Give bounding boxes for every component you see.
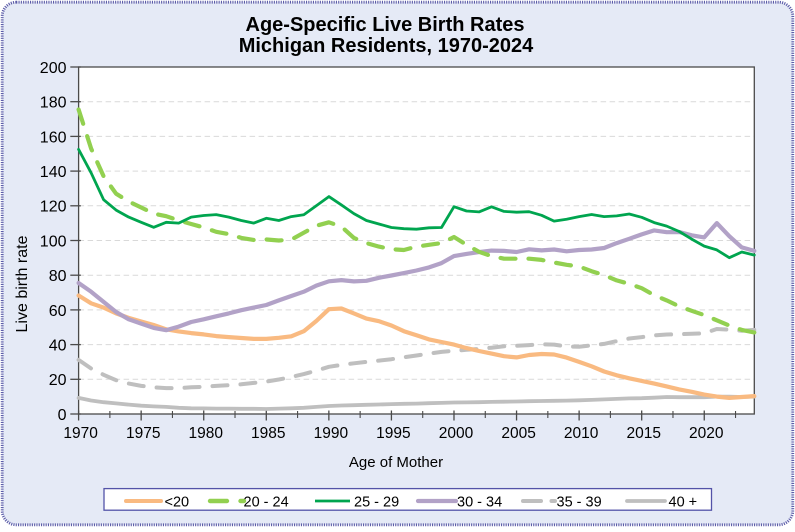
svg-text:2020: 2020 xyxy=(689,425,724,442)
svg-text:120: 120 xyxy=(40,199,67,216)
svg-text:200: 200 xyxy=(40,60,67,77)
svg-text:30 - 34: 30 - 34 xyxy=(457,494,502,510)
svg-text:100: 100 xyxy=(40,233,67,250)
svg-text:1975: 1975 xyxy=(126,425,160,442)
svg-text:80: 80 xyxy=(49,268,67,285)
svg-text:Age-Specific Live Birth Rates: Age-Specific Live Birth Rates xyxy=(246,14,525,36)
svg-text:1995: 1995 xyxy=(376,425,410,442)
svg-text:1980: 1980 xyxy=(188,425,223,442)
svg-text:180: 180 xyxy=(40,95,67,112)
svg-text:1985: 1985 xyxy=(251,425,285,442)
svg-text:<20: <20 xyxy=(165,494,190,510)
svg-text:2005: 2005 xyxy=(501,425,535,442)
svg-text:60: 60 xyxy=(49,303,67,320)
svg-text:2000: 2000 xyxy=(439,425,474,442)
svg-text:0: 0 xyxy=(58,407,67,424)
svg-text:Age of Mother: Age of Mother xyxy=(349,454,443,471)
svg-text:Live birth rate: Live birth rate xyxy=(14,235,31,332)
svg-text:Michigan Residents, 1970-2024: Michigan Residents, 1970-2024 xyxy=(239,35,534,57)
svg-text:20: 20 xyxy=(49,372,67,389)
svg-text:160: 160 xyxy=(40,129,67,146)
svg-text:20 - 24: 20 - 24 xyxy=(244,494,289,510)
svg-text:140: 140 xyxy=(40,164,67,181)
svg-text:1970: 1970 xyxy=(63,425,98,442)
svg-text:35 - 39: 35 - 39 xyxy=(557,494,602,510)
svg-text:2015: 2015 xyxy=(626,425,660,442)
svg-text:40 +: 40 + xyxy=(669,494,698,510)
svg-text:25 - 29: 25 - 29 xyxy=(354,494,399,510)
svg-text:40: 40 xyxy=(49,338,67,355)
svg-text:2010: 2010 xyxy=(564,425,599,442)
svg-text:1990: 1990 xyxy=(314,425,349,442)
